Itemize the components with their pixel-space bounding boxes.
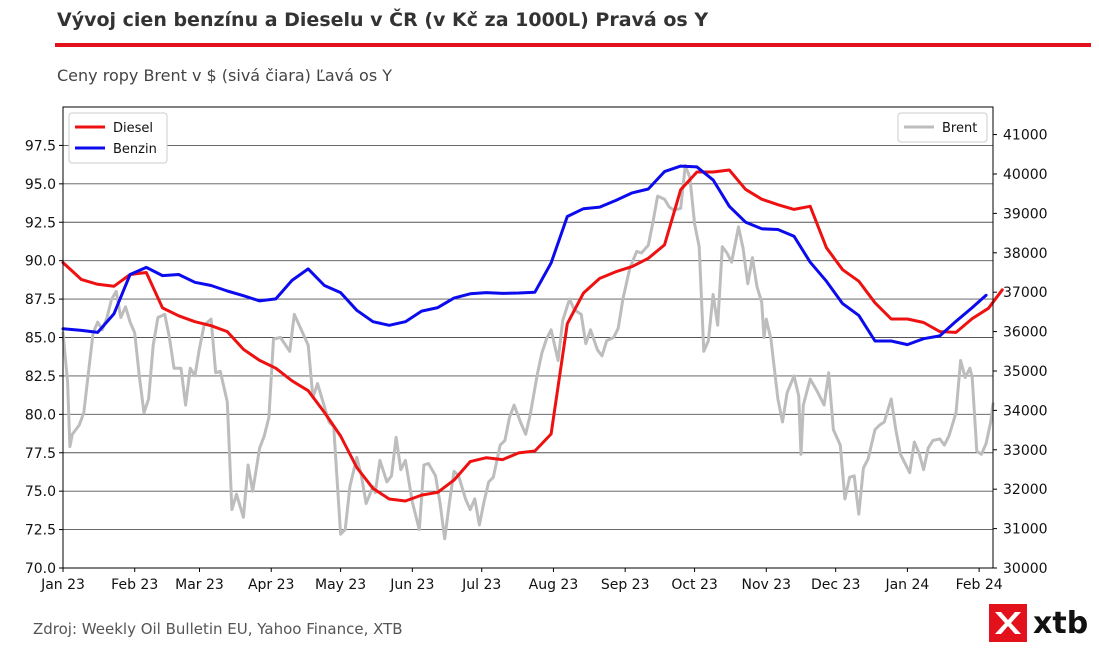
y-left-tick-label: 70.0	[25, 561, 56, 577]
x-tick-label: Apr 23	[248, 577, 294, 593]
y-left-tick-label: 72.5	[25, 523, 56, 539]
y-right-tick-label: 40000	[1003, 167, 1048, 183]
y-right-tick-label: 32000	[1003, 482, 1048, 498]
x-tick-label: Jan 23	[40, 577, 85, 593]
legend-layer: Diesel Benzin Brent	[68, 112, 988, 164]
y-right-tick-label: 30000	[1003, 561, 1048, 577]
legend-label-diesel: Diesel	[113, 121, 153, 136]
y-right-tick-label: 35000	[1003, 364, 1048, 380]
chart-title: Vývoj cien benzínu a Dieselu v ČR (v Kč …	[57, 9, 709, 31]
series-line-diesel	[61, 168, 1004, 503]
legend-right: Brent	[897, 112, 988, 143]
x-tick-label: Feb 24	[956, 577, 1003, 593]
y-right-tick-label: 39000	[1003, 206, 1048, 222]
y-right-tick-label: 41000	[1003, 128, 1048, 144]
xtb-logo-text: xtb	[1033, 605, 1089, 641]
x-tick-label: Nov 23	[741, 577, 791, 593]
y-left-tick-label: 85.0	[25, 331, 56, 347]
axes-layer: 70.0 72.5 75.0 77.5 80.0 82.5 85.0 87.5 90.0 92.5…	[25, 106, 1048, 593]
x-tick-label: Mar 23	[175, 577, 224, 593]
y-left-tick-label: 80.0	[25, 407, 56, 423]
y-right-tick-label: 33000	[1003, 443, 1048, 459]
xtb-x-logo-icon	[989, 604, 1027, 642]
y-left-tick-label: 77.5	[25, 446, 56, 462]
title-underline	[55, 43, 1091, 47]
grid-layer	[63, 144, 993, 531]
legend-label-brent: Brent	[942, 121, 977, 136]
plot-frame	[62, 106, 994, 569]
legend-label-benzin: Benzin	[113, 142, 157, 157]
xtb-logo: xtb	[989, 603, 1088, 643]
x-tick-label: Sep 23	[601, 577, 650, 593]
series-layer	[61, 163, 1004, 541]
y-right-tick-label: 34000	[1003, 403, 1048, 419]
y-left-tick-label: 97.5	[25, 138, 56, 154]
y-right-tick-label: 31000	[1003, 522, 1048, 538]
chart-subtitle: Ceny ropy Brent v $ (sivá čiara) Ľavá os…	[57, 66, 393, 85]
legend-box	[897, 112, 988, 143]
x-tick-label: Jan 24	[884, 577, 929, 593]
y-left-tick-label: 82.5	[25, 369, 56, 385]
x-tick-label: Oct 23	[671, 577, 717, 593]
series-line-benzin	[61, 164, 988, 347]
y-left-tick-label: 75.0	[25, 484, 56, 500]
source-note: Zdroj: Weekly Oil Bulletin EU, Yahoo Fin…	[33, 620, 403, 638]
y-left-tick-label: 95.0	[25, 177, 56, 193]
y-right-tick-label: 38000	[1003, 246, 1048, 262]
y-left-tick-label: 87.5	[25, 292, 56, 308]
x-tick-label: Jun 23	[389, 577, 434, 593]
series-line-brent	[61, 163, 995, 541]
x-tick-label: May 23	[315, 577, 366, 593]
y-left-tick-label: 90.0	[25, 254, 56, 270]
y-right-tick-label: 37000	[1003, 285, 1048, 301]
x-tick-label: Dec 23	[811, 577, 860, 593]
legend-left: Diesel Benzin	[68, 112, 168, 164]
x-tick-label: Jul 23	[461, 577, 501, 593]
x-tick-label: Feb 23	[111, 577, 158, 593]
y-right-tick-label: 36000	[1003, 325, 1048, 341]
x-tick-label: Aug 23	[529, 577, 579, 593]
y-left-tick-label: 92.5	[25, 215, 56, 231]
